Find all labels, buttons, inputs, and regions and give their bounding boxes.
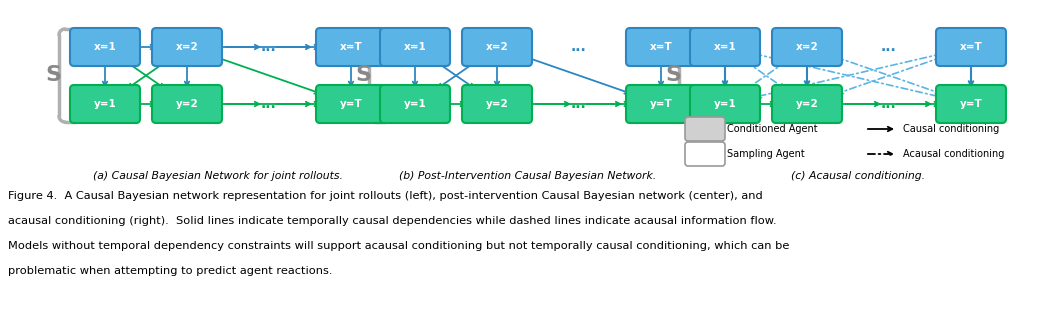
Text: (a) Causal Bayesian Network for joint rollouts.: (a) Causal Bayesian Network for joint ro…	[93, 171, 343, 181]
Text: x=T: x=T	[960, 42, 982, 52]
Text: ...: ...	[881, 97, 897, 111]
FancyBboxPatch shape	[462, 85, 532, 123]
Text: Acausal conditioning: Acausal conditioning	[903, 149, 1004, 159]
Text: y=2: y=2	[795, 99, 818, 109]
FancyBboxPatch shape	[70, 85, 140, 123]
FancyBboxPatch shape	[772, 28, 842, 66]
Text: y=T: y=T	[649, 99, 672, 109]
Text: y=2: y=2	[175, 99, 198, 109]
Text: Sampling Agent: Sampling Agent	[727, 149, 805, 159]
Text: x=2: x=2	[486, 42, 509, 52]
FancyBboxPatch shape	[316, 85, 386, 123]
Text: (b) Post-Intervention Causal Bayesian Network.: (b) Post-Intervention Causal Bayesian Ne…	[400, 171, 657, 181]
FancyBboxPatch shape	[626, 28, 695, 66]
Text: S: S	[665, 65, 681, 85]
Text: x=1: x=1	[713, 42, 736, 52]
FancyBboxPatch shape	[626, 85, 695, 123]
FancyBboxPatch shape	[936, 85, 1006, 123]
Text: S: S	[45, 65, 61, 85]
Text: y=T: y=T	[960, 99, 982, 109]
FancyBboxPatch shape	[690, 85, 759, 123]
FancyBboxPatch shape	[772, 85, 842, 123]
Text: y=2: y=2	[486, 99, 509, 109]
Text: x=T: x=T	[340, 42, 362, 52]
Text: x=1: x=1	[404, 42, 426, 52]
Text: Figure 4.  A Causal Bayesian network representation for joint rollouts (left), p: Figure 4. A Causal Bayesian network repr…	[8, 191, 763, 201]
Text: x=2: x=2	[175, 42, 198, 52]
Text: y=1: y=1	[404, 99, 426, 109]
FancyBboxPatch shape	[316, 28, 386, 66]
FancyBboxPatch shape	[380, 28, 450, 66]
Text: ...: ...	[261, 40, 277, 54]
Text: ...: ...	[571, 40, 586, 54]
FancyBboxPatch shape	[685, 142, 725, 166]
Text: ...: ...	[571, 97, 586, 111]
Text: y=1: y=1	[93, 99, 116, 109]
Text: y=T: y=T	[340, 99, 362, 109]
Text: x=T: x=T	[649, 42, 672, 52]
Text: Conditioned Agent: Conditioned Agent	[727, 124, 817, 134]
Text: x=2: x=2	[795, 42, 818, 52]
FancyBboxPatch shape	[70, 28, 140, 66]
Text: y=1: y=1	[713, 99, 736, 109]
FancyBboxPatch shape	[152, 28, 222, 66]
Text: ...: ...	[881, 40, 897, 54]
Text: Models without temporal dependency constraints will support acausal conditioning: Models without temporal dependency const…	[8, 241, 790, 251]
Text: ...: ...	[261, 97, 277, 111]
Text: Causal conditioning: Causal conditioning	[903, 124, 1000, 134]
Text: acausal conditioning (right).  Solid lines indicate temporally causal dependenci: acausal conditioning (right). Solid line…	[8, 216, 776, 226]
FancyBboxPatch shape	[685, 117, 725, 141]
Text: x=1: x=1	[93, 42, 116, 52]
Text: problematic when attempting to predict agent reactions.: problematic when attempting to predict a…	[8, 266, 333, 276]
Text: S: S	[355, 65, 371, 85]
FancyBboxPatch shape	[690, 28, 759, 66]
Text: (c) Acausal conditioning.: (c) Acausal conditioning.	[791, 171, 925, 181]
FancyBboxPatch shape	[462, 28, 532, 66]
FancyBboxPatch shape	[152, 85, 222, 123]
FancyBboxPatch shape	[380, 85, 450, 123]
FancyBboxPatch shape	[936, 28, 1006, 66]
